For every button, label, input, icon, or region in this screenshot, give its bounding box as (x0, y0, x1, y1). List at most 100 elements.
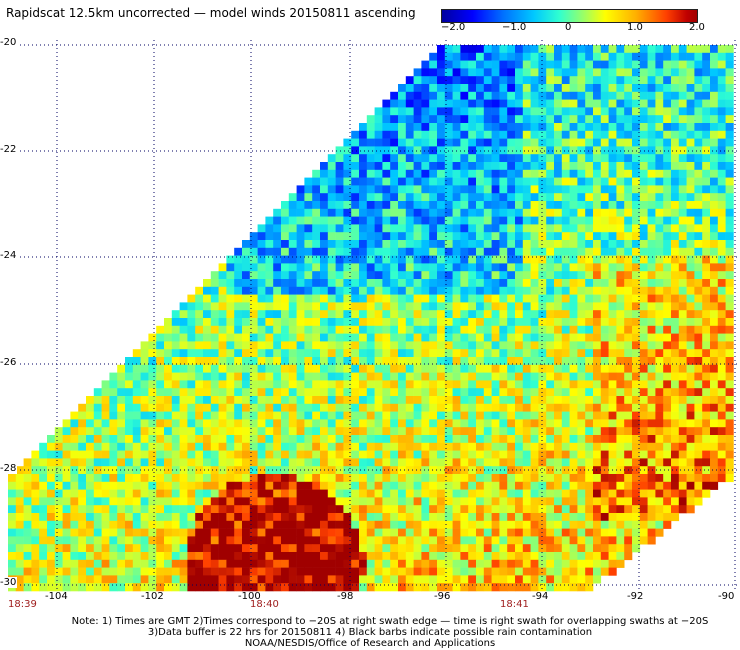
swath-cell (304, 372, 313, 381)
swath-cell (593, 68, 602, 77)
swath-cell (515, 52, 524, 61)
swath-cell (218, 286, 227, 295)
swath-cell (702, 294, 711, 303)
swath-cell (226, 255, 235, 264)
swath-cell (624, 474, 633, 483)
swath-cell (546, 68, 555, 77)
swath-cell (47, 450, 56, 459)
swath-cell (663, 380, 672, 389)
swath-cell (522, 76, 531, 85)
swath-cell (179, 528, 188, 537)
swath-cell (624, 240, 633, 249)
swath-cell (483, 505, 492, 514)
swath-cell (125, 505, 134, 514)
swath-cell (171, 450, 180, 459)
swath-cell (483, 325, 492, 334)
swath-cell (499, 208, 508, 217)
swath-cell (593, 372, 602, 381)
swath-cell (226, 567, 235, 576)
swath-cell (632, 310, 641, 319)
swath-cell (585, 349, 594, 358)
swath-cell (616, 193, 625, 202)
swath-cell (335, 286, 344, 295)
swath-cell (429, 169, 438, 178)
swath-cell (343, 520, 352, 529)
swath-cell (632, 60, 641, 69)
swath-cell (257, 544, 266, 553)
swath-cell (468, 247, 477, 256)
swath-cell (515, 380, 524, 389)
swath-cell (421, 442, 430, 451)
swath-cell (608, 169, 617, 178)
swath-cell (343, 396, 352, 405)
swath-cell (585, 177, 594, 186)
swath-cell (249, 450, 258, 459)
swath-cell (327, 201, 336, 210)
swath-cell (600, 193, 609, 202)
swath-cell (694, 201, 703, 210)
swath-cell (70, 536, 79, 545)
swath-cell (522, 115, 531, 124)
swath-cell (281, 255, 290, 264)
swath-cell (218, 567, 227, 576)
swath-cell (647, 255, 656, 264)
swath-cell (647, 388, 656, 397)
swath-cell (203, 411, 212, 420)
swath-cell (444, 575, 453, 584)
swath-cell (460, 302, 469, 311)
swath-cell (717, 52, 726, 61)
swath-cell (546, 364, 555, 373)
swath-cell (273, 544, 282, 553)
swath-cell (390, 232, 399, 241)
swath-cell (249, 396, 258, 405)
swath-cell (359, 403, 368, 412)
swath-cell (132, 481, 141, 490)
swath-cell (671, 138, 680, 147)
swath-cell (70, 497, 79, 506)
swath-cell (117, 427, 126, 436)
swath-cell (671, 123, 680, 132)
swath-cell (569, 419, 578, 428)
swath-cell (600, 396, 609, 405)
swath-cell (335, 403, 344, 412)
swath-cell (444, 497, 453, 506)
swath-cell (663, 333, 672, 342)
swath-cell (554, 552, 563, 561)
swath-cell (413, 357, 422, 366)
swath-cell (476, 489, 485, 498)
swath-cell (39, 528, 48, 537)
swath-cell (444, 169, 453, 178)
swath-cell (249, 333, 258, 342)
swath-cell (327, 240, 336, 249)
swath-cell (530, 302, 539, 311)
swath-cell (374, 427, 383, 436)
swath-cell (468, 216, 477, 225)
swath-cell (351, 162, 360, 171)
swath-cell (600, 99, 609, 108)
swath-cell (624, 169, 633, 178)
swath-cell (694, 481, 703, 490)
swath-cell (632, 208, 641, 217)
swath-cell (522, 224, 531, 233)
swath-cell (171, 380, 180, 389)
swath-cell (476, 435, 485, 444)
swath-cell (281, 489, 290, 498)
swath-cell (320, 294, 329, 303)
swath-cell (569, 130, 578, 139)
swath-cell (569, 107, 578, 116)
swath-cell (499, 294, 508, 303)
swath-cell (327, 481, 336, 490)
swath-cell (132, 357, 141, 366)
swath-cell (265, 271, 274, 280)
swath-cell (632, 177, 641, 186)
swath-cell (54, 513, 63, 522)
swath-cell (468, 169, 477, 178)
swath-cell (593, 286, 602, 295)
swath-cell (554, 357, 563, 366)
swath-cell (343, 403, 352, 412)
swath-cell (476, 567, 485, 576)
swath-cell (429, 497, 438, 506)
swath-cell (647, 286, 656, 295)
swath-cell (577, 396, 586, 405)
swath-cell (398, 130, 407, 139)
